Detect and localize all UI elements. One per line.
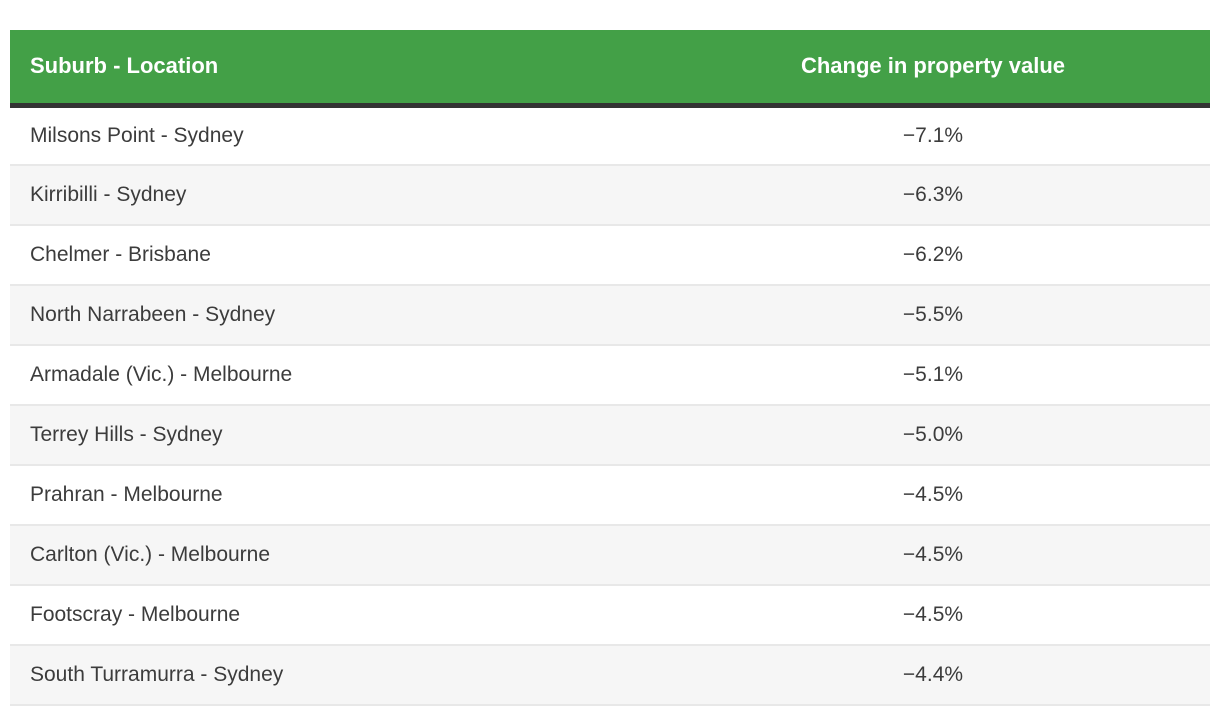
suburb-cell: Chelmer - Brisbane	[10, 225, 656, 286]
change-cell: −6.3%	[656, 165, 1210, 226]
table-row: Terrey Hills - Sydney −5.0%	[10, 405, 1210, 466]
suburb-cell: Carlton (Vic.) - Melbourne	[10, 525, 656, 586]
change-cell: −4.5%	[656, 585, 1210, 646]
suburb-cell: North Narrabeen - Sydney	[10, 285, 656, 346]
table-row: Prahran - Melbourne −4.5%	[10, 465, 1210, 526]
suburb-cell: Armadale (Vic.) - Melbourne	[10, 345, 656, 406]
header-suburb-location: Suburb - Location	[10, 30, 656, 108]
suburb-cell: Terrey Hills - Sydney	[10, 405, 656, 466]
table-row: Kirribilli - Sydney −6.3%	[10, 165, 1210, 226]
change-cell: −6.2%	[656, 225, 1210, 286]
change-cell: −5.1%	[656, 345, 1210, 406]
change-cell: −5.5%	[656, 285, 1210, 346]
table-row: South Turramurra - Sydney −4.4%	[10, 645, 1210, 706]
table-row: Armadale (Vic.) - Melbourne −5.1%	[10, 345, 1210, 406]
property-value-table-container: Suburb - Location Change in property val…	[10, 30, 1210, 706]
change-cell: −4.5%	[656, 465, 1210, 526]
suburb-cell: Kirribilli - Sydney	[10, 165, 656, 226]
change-cell: −7.1%	[656, 105, 1210, 166]
table-body: Milsons Point - Sydney −7.1% Kirribilli …	[10, 105, 1210, 706]
suburb-cell: Prahran - Melbourne	[10, 465, 656, 526]
suburb-cell: South Turramurra - Sydney	[10, 645, 656, 706]
change-cell: −4.4%	[656, 645, 1210, 706]
suburb-cell: Footscray - Melbourne	[10, 585, 656, 646]
header-change-in-property-value: Change in property value	[656, 30, 1210, 108]
change-cell: −4.5%	[656, 525, 1210, 586]
header-row: Suburb - Location Change in property val…	[10, 30, 1210, 108]
table-row: Carlton (Vic.) - Melbourne −4.5%	[10, 525, 1210, 586]
property-value-table: Suburb - Location Change in property val…	[10, 30, 1210, 706]
table-header: Suburb - Location Change in property val…	[10, 30, 1210, 108]
table-row: Milsons Point - Sydney −7.1%	[10, 105, 1210, 166]
change-cell: −5.0%	[656, 405, 1210, 466]
table-row: Chelmer - Brisbane −6.2%	[10, 225, 1210, 286]
table-row: North Narrabeen - Sydney −5.5%	[10, 285, 1210, 346]
table-row: Footscray - Melbourne −4.5%	[10, 585, 1210, 646]
suburb-cell: Milsons Point - Sydney	[10, 105, 656, 166]
